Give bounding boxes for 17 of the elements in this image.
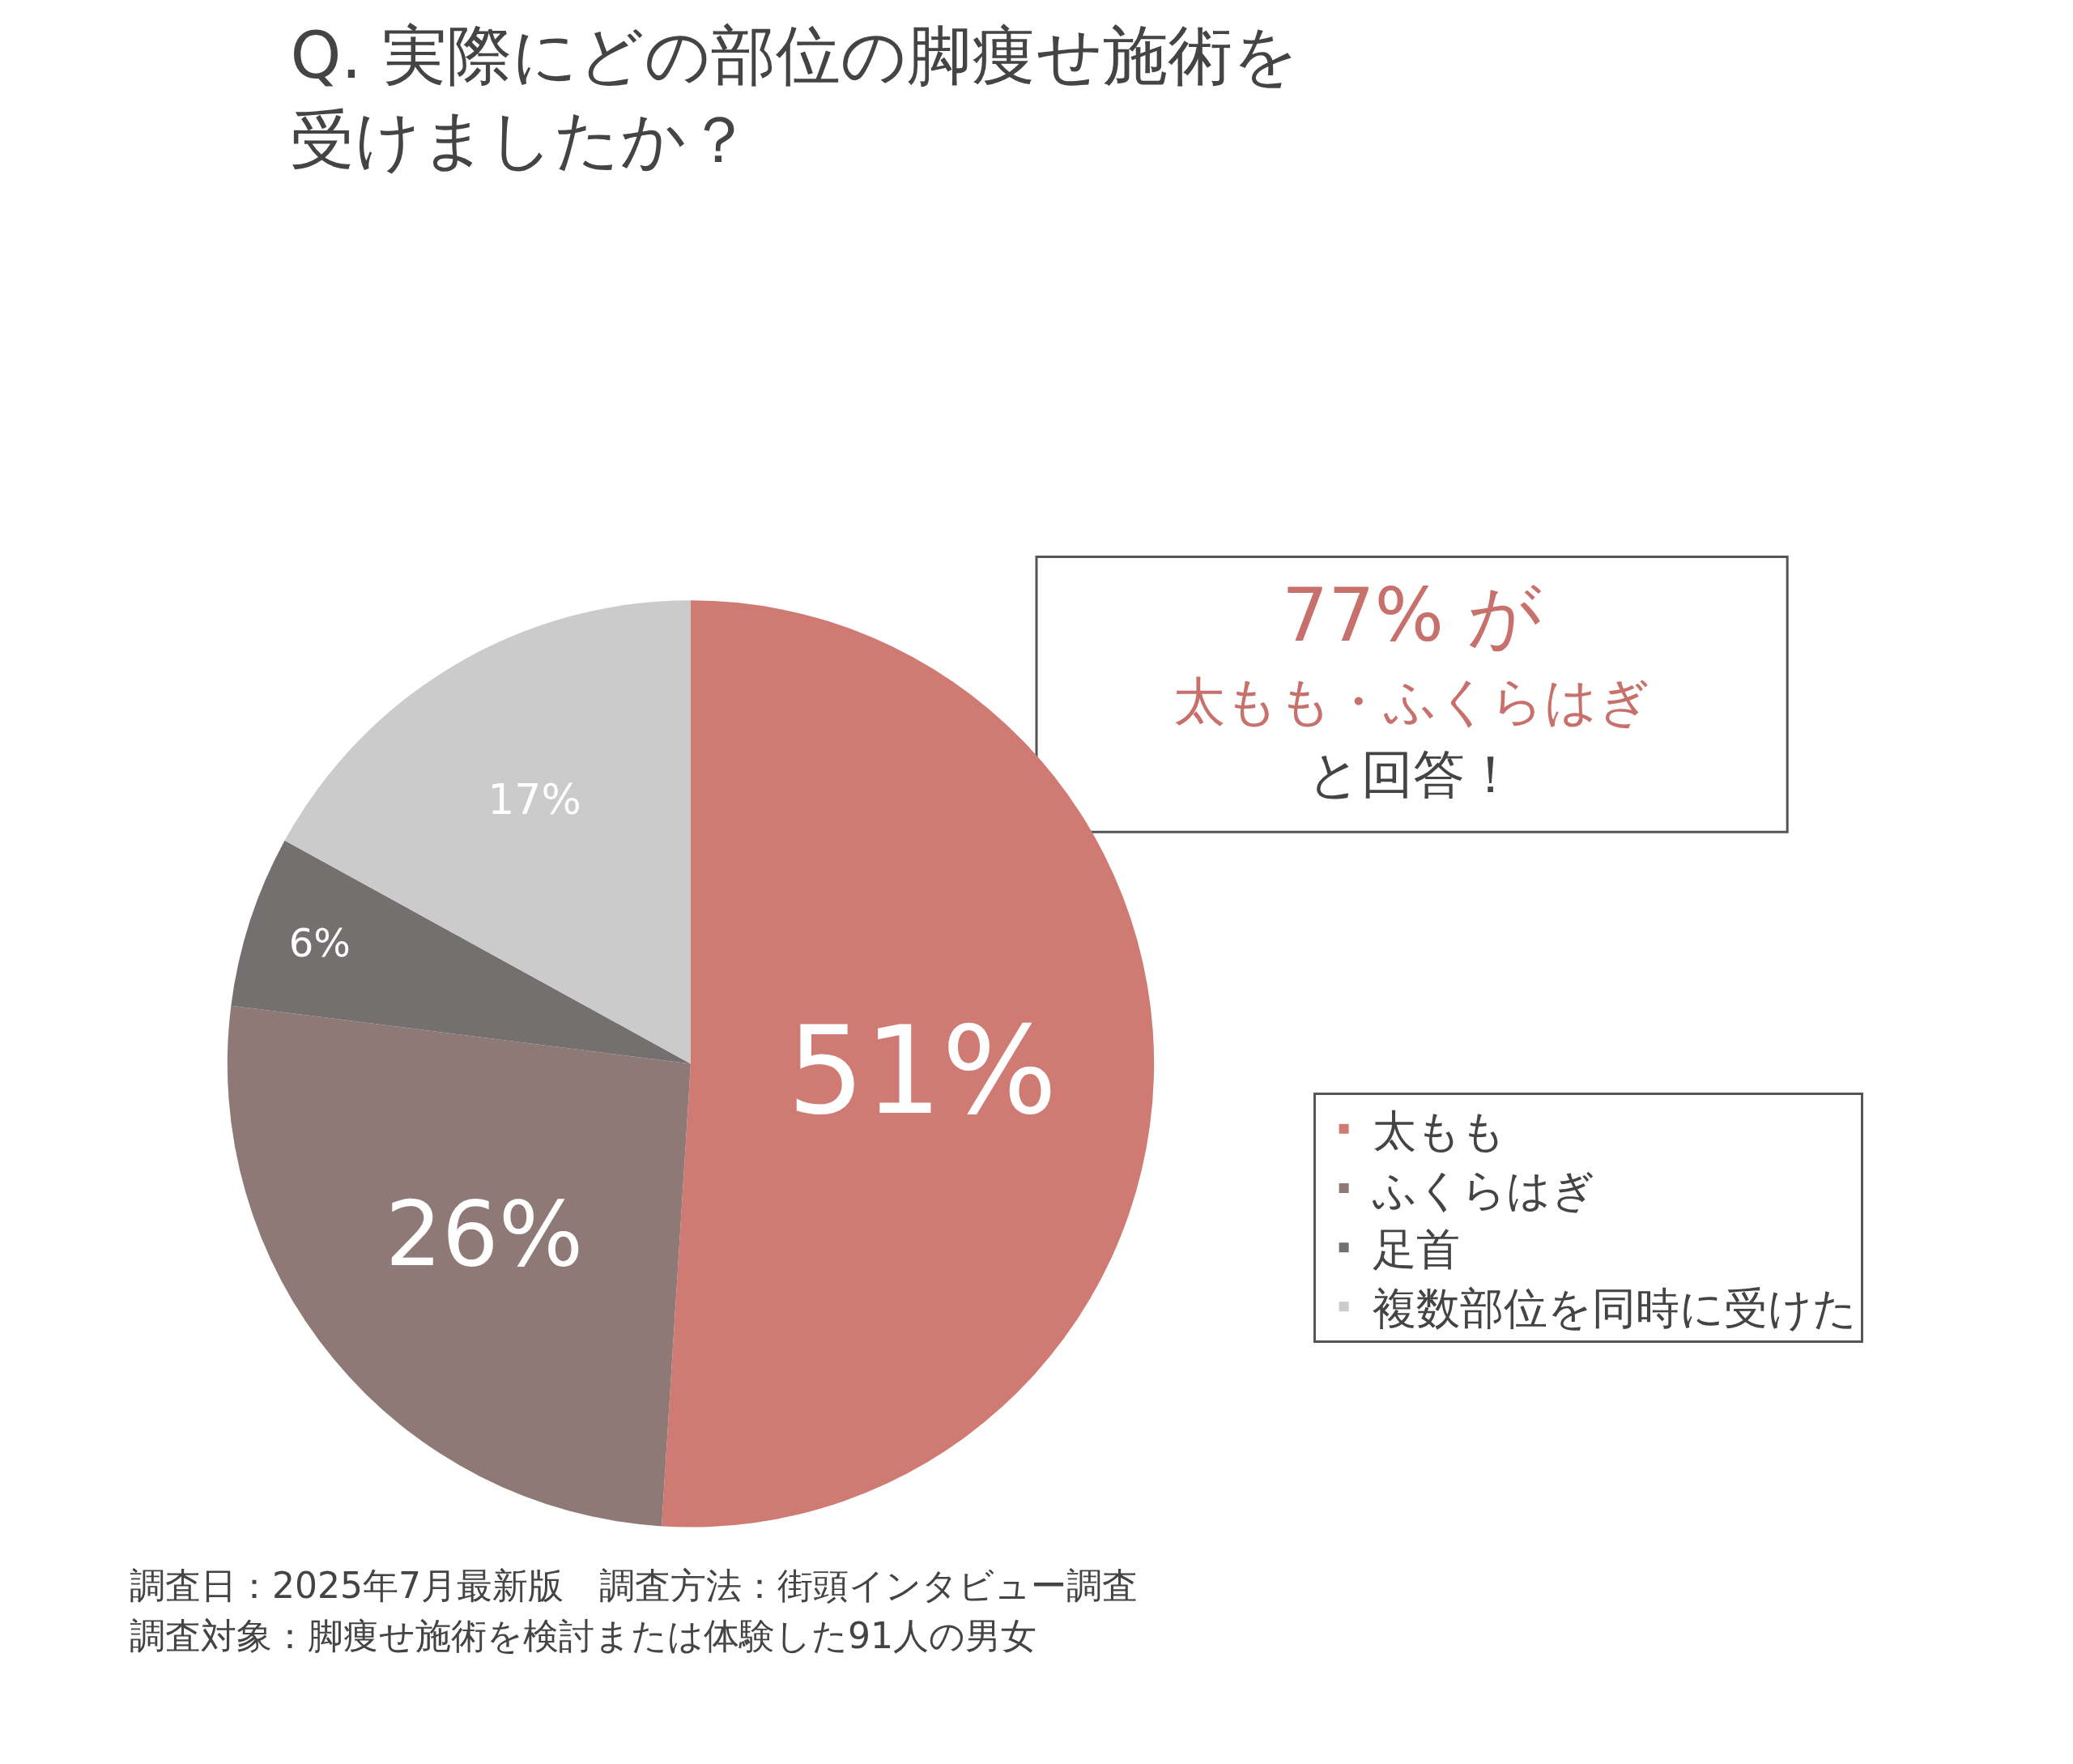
text: 77% が xyxy=(1282,573,1542,658)
data-label: 51% xyxy=(787,1000,1058,1142)
legend-label: 複数部位を同時に受けた xyxy=(1372,1283,1857,1335)
text: 調査日：2025年7月最新版 調査方法：街頭インタビュー調査 xyxy=(130,1565,1138,1606)
text: と回答！ xyxy=(1308,744,1517,804)
legend-label: ふくらはぎ xyxy=(1371,1165,1595,1216)
text: 調査対象：脚痩せ施術を検討または体験した91人の男女 xyxy=(130,1615,1036,1656)
legend-label: 太もも xyxy=(1372,1105,1505,1157)
data-label: 26% xyxy=(385,1182,584,1287)
legend-label: 足首 xyxy=(1372,1224,1460,1276)
pie-slice xyxy=(227,1005,691,1527)
pie-slice xyxy=(284,600,691,1064)
chart-title: Q. 実際にどの部位の脚痩せ施術を受けましたか？ xyxy=(290,18,1300,177)
data-label: 6% xyxy=(288,920,351,966)
text: 太もも・ふくらはぎ xyxy=(1173,671,1651,731)
pie-slice xyxy=(231,840,691,1064)
pie-slice xyxy=(662,600,1154,1527)
